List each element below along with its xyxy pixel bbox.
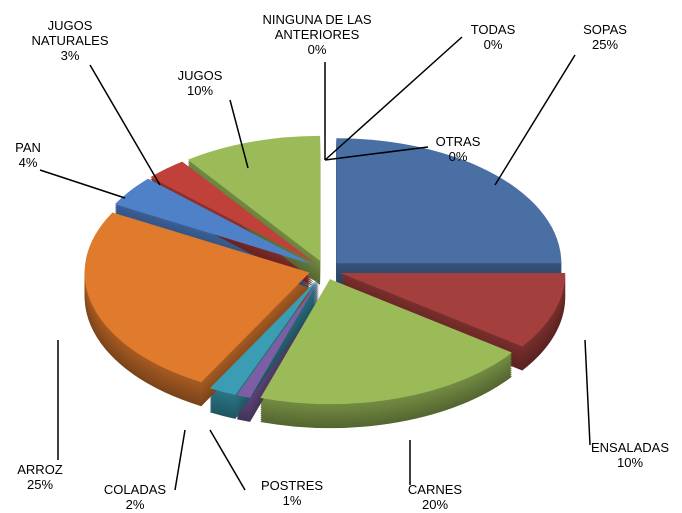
category-name: POSTRES xyxy=(260,478,324,493)
value-label: 20% xyxy=(421,497,449,512)
leader-line xyxy=(324,146,429,161)
leader-line xyxy=(39,169,126,199)
value-label: 3% xyxy=(60,48,80,63)
slice-label: JUGOS 10% xyxy=(125,68,275,98)
category-name: JUGOS NATURALES xyxy=(31,18,109,48)
slice-label: TODAS 0% xyxy=(418,22,568,52)
slice xyxy=(187,135,321,261)
value-label: 0% xyxy=(448,149,468,164)
slice xyxy=(336,138,562,264)
slice-label: NINGUNA DE LAS ANTERIORES 0% xyxy=(252,12,382,57)
leader-line xyxy=(209,429,246,491)
leader-line xyxy=(584,339,591,446)
value-label: 4% xyxy=(18,155,38,170)
leader-line xyxy=(494,54,576,186)
slice xyxy=(260,279,512,405)
slice xyxy=(150,161,315,263)
slice-label: ENSALADAS 10% xyxy=(555,440,682,470)
leader-line xyxy=(324,36,463,161)
value-label: 0% xyxy=(307,42,327,57)
pie-tops xyxy=(84,135,566,405)
value-label: 0% xyxy=(483,37,503,52)
category-name: JUGOS xyxy=(177,68,223,83)
category-name: PAN xyxy=(15,140,41,155)
category-name: SOPAS xyxy=(583,22,627,37)
slice xyxy=(236,279,320,398)
slice xyxy=(84,212,310,383)
slice-label: ARROZ 25% xyxy=(0,462,115,492)
slice xyxy=(209,278,319,395)
slice-label: PAN 4% xyxy=(0,140,103,170)
value-label: 25% xyxy=(591,37,619,52)
value-label: 10% xyxy=(616,455,644,470)
leader-line xyxy=(89,64,161,186)
slice xyxy=(114,178,313,265)
value-label: 1% xyxy=(282,493,302,508)
category-name: TODAS xyxy=(470,22,516,37)
category-name: CARNES xyxy=(407,482,463,497)
category-name: OTRAS xyxy=(435,134,481,149)
slice-label: POSTRES 1% xyxy=(217,478,367,508)
slice-label: CARNES 20% xyxy=(360,482,510,512)
value-label: 10% xyxy=(186,83,214,98)
slice-label: JUGOS NATURALES 3% xyxy=(25,18,115,63)
value-label: 25% xyxy=(26,477,54,492)
category-name: NINGUNA DE LAS ANTERIORES xyxy=(262,12,372,42)
leader-line xyxy=(229,99,249,169)
category-name: ENSALADAS xyxy=(590,440,670,455)
slice xyxy=(340,272,566,347)
category-name: COLADAS xyxy=(103,482,167,497)
slice-label: COLADAS 2% xyxy=(60,482,210,512)
value-label: 2% xyxy=(125,497,145,512)
category-name: ARROZ xyxy=(17,462,63,477)
slice-label: SOPAS 25% xyxy=(530,22,680,52)
leader-line xyxy=(174,429,186,491)
slice-label: OTRAS 0% xyxy=(383,134,533,164)
